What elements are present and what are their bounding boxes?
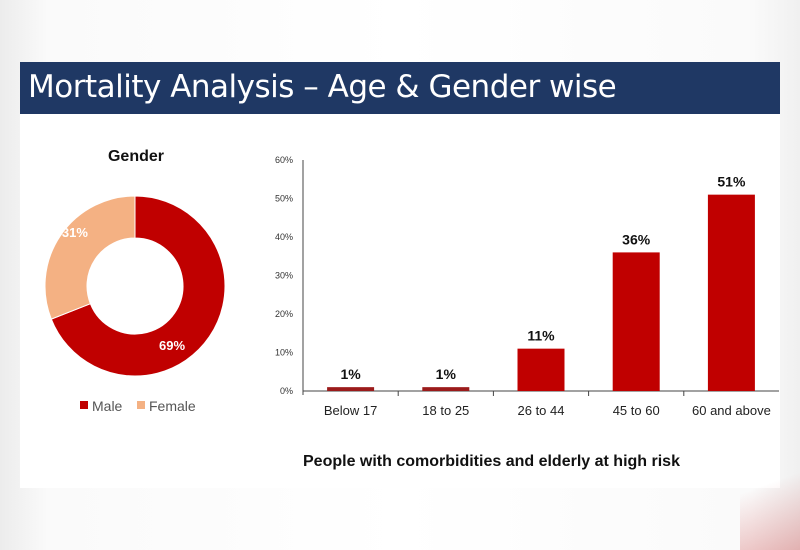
donut-data-label: 69% bbox=[159, 338, 185, 353]
y-tick-label: 60% bbox=[275, 155, 293, 165]
bar-3 bbox=[612, 252, 660, 391]
bar-data-label: 51% bbox=[717, 174, 746, 190]
y-tick-label: 40% bbox=[275, 232, 293, 242]
legend-swatch-male bbox=[80, 401, 88, 409]
y-tick-label: 10% bbox=[275, 348, 293, 358]
x-tick-label: 18 to 25 bbox=[422, 403, 469, 418]
bar-4 bbox=[707, 194, 755, 391]
title-banner: Mortality Analysis – Age & Gender wise bbox=[20, 62, 780, 114]
legend-swatch-female bbox=[137, 401, 145, 409]
bar-data-label: 1% bbox=[340, 366, 361, 382]
y-tick-label: 0% bbox=[280, 386, 293, 396]
bar-0 bbox=[327, 387, 375, 391]
slide-title: Mortality Analysis – Age & Gender wise bbox=[28, 69, 617, 105]
bar-2 bbox=[517, 348, 565, 391]
bar-data-label: 11% bbox=[527, 328, 555, 344]
donut-slice-female bbox=[44, 195, 136, 320]
donut-slice-male bbox=[50, 195, 226, 377]
x-tick-label: 26 to 44 bbox=[518, 403, 565, 418]
y-tick-label: 20% bbox=[275, 309, 293, 319]
bar-data-label: 1% bbox=[436, 366, 457, 382]
bar-1 bbox=[422, 387, 470, 391]
legend-label-female: Female bbox=[149, 398, 196, 414]
decorative-gradient bbox=[740, 460, 800, 550]
bar-data-label: 36% bbox=[622, 231, 651, 247]
donut-title: Gender bbox=[108, 148, 164, 165]
x-tick-label: Below 17 bbox=[324, 403, 377, 418]
donut-data-label: 31% bbox=[62, 225, 88, 240]
x-tick-label: 45 to 60 bbox=[613, 403, 660, 418]
y-tick-label: 30% bbox=[275, 271, 293, 281]
chart-caption: People with comorbidities and elderly at… bbox=[303, 453, 680, 470]
y-tick-label: 50% bbox=[275, 194, 293, 204]
x-tick-label: 60 and above bbox=[692, 403, 771, 418]
legend-label-male: Male bbox=[92, 398, 123, 414]
